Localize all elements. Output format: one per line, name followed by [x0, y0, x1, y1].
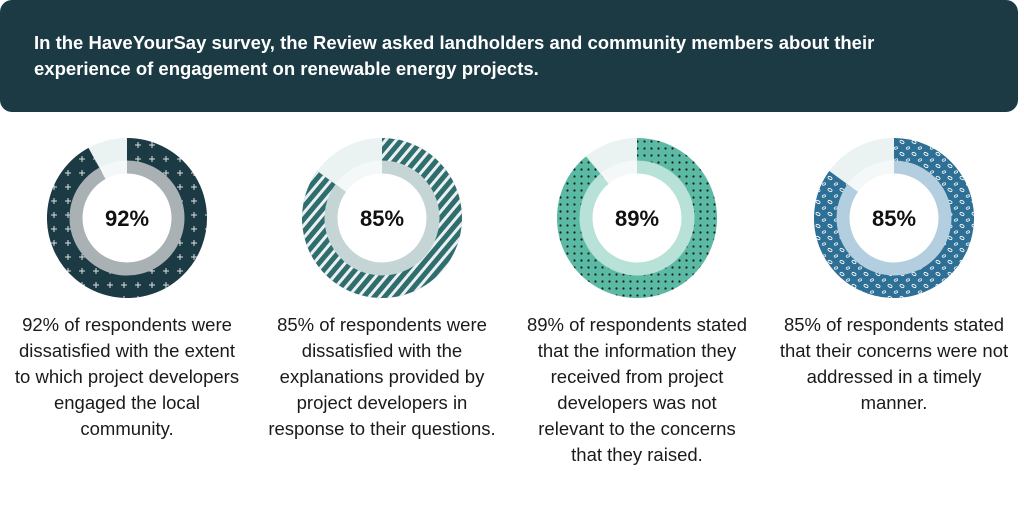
donut-pattern-overlay	[302, 138, 462, 298]
header-text: In the HaveYourSay survey, the Review as…	[34, 32, 875, 79]
donut-inner-arc	[836, 160, 952, 276]
donut-percent-label: 89%	[615, 206, 659, 231]
donut-pattern-overlay	[557, 138, 717, 298]
donut-inner-arc	[579, 160, 695, 276]
stat-caption: 85% of respondents were dissatisfied wit…	[268, 314, 496, 439]
donut-inner-arc	[69, 160, 185, 276]
header-banner: In the HaveYourSay survey, the Review as…	[0, 0, 1018, 112]
donut-percent-label: 85%	[872, 206, 916, 231]
donut-pattern-overlay	[814, 138, 974, 298]
stat-caption: 85% of respondents stated that their con…	[779, 314, 1009, 413]
donut-chart-3: 89%	[557, 138, 717, 298]
donut-chart-4: 85%	[814, 138, 974, 298]
donut-percent-label: 85%	[360, 206, 404, 231]
stat-item-4: 85% 85% of respondents stated that their…	[774, 138, 1014, 416]
donut-percent-label: 92%	[105, 206, 149, 231]
donut-chart-2: 85%	[302, 138, 462, 298]
donut-chart-1: 92%	[47, 138, 207, 298]
donut-inner-arc	[324, 160, 440, 276]
stat-caption: 92% of respondents were dissatisfied wit…	[14, 314, 240, 439]
stat-item-3: 89% 89% of respondents stated that the i…	[517, 138, 757, 468]
donut-pattern-overlay	[47, 138, 207, 298]
stat-item-1: 92% 92% of respondents were dissatisfied…	[7, 138, 247, 442]
stat-item-2: 85% 85% of respondents were dissatisfied…	[262, 138, 502, 442]
stat-caption: 89% of respondents stated that the infor…	[526, 314, 748, 465]
